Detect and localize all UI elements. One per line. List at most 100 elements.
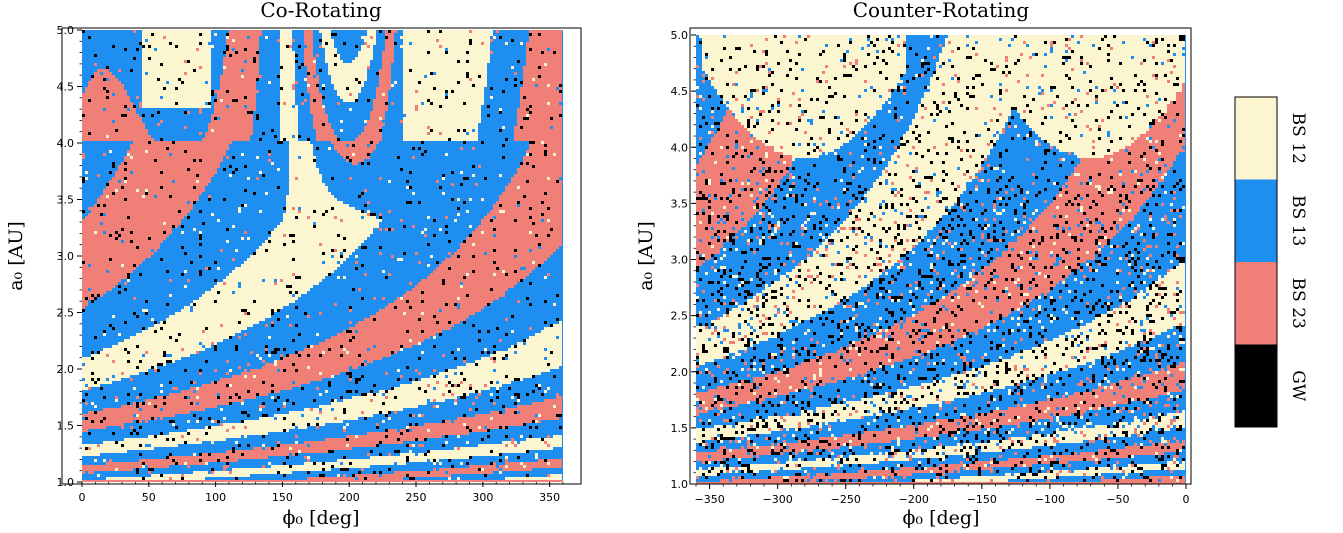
heatmap-cell: [316, 135, 337, 138]
heatmap-cell: [259, 66, 280, 69]
heatmap-cell: [1068, 50, 1071, 53]
heatmap-cell: [313, 51, 325, 54]
heatmap-cell: [792, 68, 801, 71]
heatmap-cell: [508, 138, 514, 141]
heatmap-cell: [415, 453, 418, 456]
heatmap-cell: [82, 165, 112, 168]
heatmap-cell: [241, 210, 259, 213]
heatmap-cell: [334, 132, 361, 135]
heatmap-cell: [984, 83, 999, 86]
heatmap-cell: [82, 75, 91, 78]
heatmap-cell: [238, 207, 241, 210]
heatmap-cell: [391, 417, 457, 420]
heatmap-cell: [385, 390, 388, 393]
heatmap-cell: [193, 414, 196, 417]
heatmap-cell: [241, 366, 262, 369]
heatmap-cell: [277, 75, 280, 78]
heatmap-cell: [798, 62, 849, 65]
heatmap-cell: [259, 405, 265, 408]
heatmap-cell: [915, 53, 918, 56]
heatmap-cell: [142, 33, 151, 36]
heatmap-cell: [289, 303, 334, 306]
heatmap-cell: [124, 87, 142, 90]
heatmap-cell: [277, 360, 364, 363]
heatmap-cell: [238, 396, 241, 399]
heatmap-cell: [487, 84, 514, 87]
heatmap-cell: [367, 246, 379, 249]
heatmap-cell: [1002, 83, 1113, 86]
heatmap-cell: [711, 107, 714, 110]
heatmap-cell: [544, 399, 562, 402]
heatmap-cell: [502, 192, 544, 195]
heatmap-cell: [139, 105, 142, 108]
heatmap-cell: [277, 471, 280, 474]
heatmap-cell: [364, 126, 382, 129]
heatmap-cell: [292, 453, 295, 456]
heatmap-cell: [385, 93, 388, 96]
heatmap-cell: [340, 276, 343, 279]
heatmap-cell: [256, 105, 280, 108]
heatmap-cell: [927, 47, 930, 50]
heatmap-cell: [490, 210, 499, 213]
heatmap-cell: [241, 282, 274, 285]
heatmap-cell: [199, 255, 202, 258]
heatmap-cell: [163, 138, 202, 141]
heatmap-cell: [936, 101, 942, 104]
heatmap-cell: [364, 411, 379, 414]
heatmap-cell: [334, 177, 349, 180]
heatmap-cell: [1065, 62, 1080, 65]
heatmap-cell: [328, 273, 331, 276]
heatmap-cell: [726, 47, 735, 50]
heatmap-cell: [130, 375, 232, 378]
heatmap-cell: [217, 99, 220, 102]
heatmap-cell: [103, 222, 163, 225]
heatmap-cell: [163, 417, 199, 420]
heatmap-cell: [409, 339, 412, 342]
heatmap-cell: [268, 231, 271, 234]
heatmap-cell: [472, 147, 475, 150]
heatmap-cell: [391, 351, 394, 354]
heatmap-cell: [487, 474, 526, 477]
heatmap-cell: [403, 33, 493, 36]
heatmap-cell: [532, 420, 535, 423]
heatmap-cell: [523, 81, 562, 84]
heatmap-cell: [340, 57, 355, 60]
heatmap-cell: [226, 417, 259, 420]
heatmap-cell: [301, 333, 316, 336]
heatmap-cell: [379, 474, 382, 477]
heatmap-cell: [115, 432, 130, 435]
heatmap-cell: [894, 50, 906, 53]
heatmap-cell: [82, 363, 85, 366]
heatmap-cell: [244, 261, 322, 264]
heatmap-cell: [196, 402, 199, 405]
heatmap-cell: [178, 333, 181, 336]
heatmap-cell: [876, 113, 894, 116]
heatmap-cell: [433, 129, 457, 132]
heatmap-cell: [127, 90, 142, 93]
heatmap-cell: [334, 216, 337, 219]
heatmap-cell: [891, 89, 894, 92]
heatmap-cell: [88, 288, 91, 291]
heatmap-cell: [1065, 59, 1068, 62]
heatmap-cell: [1053, 47, 1068, 50]
heatmap-cell: [316, 399, 331, 402]
heatmap-cell: [927, 107, 936, 110]
heatmap-cell: [379, 69, 391, 72]
heatmap-cell: [529, 336, 556, 339]
heatmap-cell: [289, 315, 307, 318]
heatmap-cell: [325, 213, 367, 216]
heatmap-cell: [295, 66, 298, 69]
heatmap-cell: [430, 471, 445, 474]
heatmap-cell: [82, 465, 142, 468]
heatmap-cell: [103, 72, 112, 75]
heatmap-cell: [556, 249, 562, 252]
heatmap-cell: [265, 174, 289, 177]
heatmap-cell: [921, 62, 930, 65]
heatmap-cell: [891, 110, 918, 113]
heatmap-cell: [238, 168, 277, 171]
heatmap-cell: [957, 74, 975, 77]
heatmap-cell: [559, 87, 562, 90]
heatmap-cell: [936, 104, 939, 107]
heatmap-cell: [1095, 86, 1098, 89]
heatmap-cell: [535, 456, 538, 459]
